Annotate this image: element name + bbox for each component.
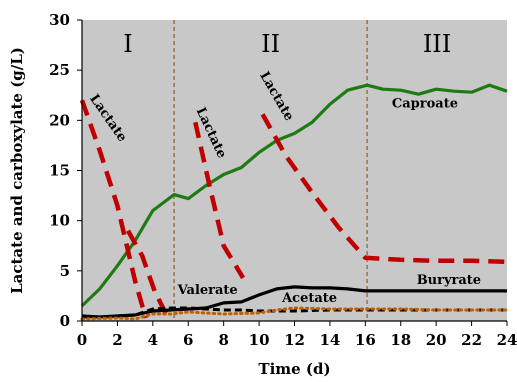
x-tick-label: 6 [183, 331, 193, 349]
y-tick-label: 30 [49, 11, 70, 29]
y-tick-label: 15 [49, 162, 70, 180]
x-tick-label: 0 [77, 331, 87, 349]
lactate-series-line-2 [126, 229, 170, 317]
lactate-series-line-4 [260, 113, 508, 265]
y-axis-title: Lactate and carboxylate (g/L) [8, 47, 26, 294]
x-tick-label: 14 [319, 331, 340, 349]
x-tick-label: 12 [284, 331, 305, 349]
y-tick-label: 20 [49, 111, 70, 129]
y-tick-label: 25 [49, 61, 70, 79]
x-tick-label: 4 [148, 331, 158, 349]
phase-label: I [123, 30, 132, 58]
lactate-series-line-3 [193, 121, 246, 280]
x-tick-label: 18 [390, 331, 411, 349]
lactate-series-line-1 [79, 99, 148, 319]
x-tick-label: 20 [426, 331, 447, 349]
x-tick-label: 8 [218, 331, 228, 349]
x-tick-label: 2 [112, 331, 122, 349]
acetate-series-line [80, 306, 509, 321]
acetate-series-label: Acetate [281, 291, 337, 306]
buryrate-series-label: Buryrate [417, 273, 481, 288]
phase-label: II [261, 30, 280, 58]
caproate-series-label: Caproate [392, 96, 458, 111]
x-axis-title: Time (d) [258, 360, 330, 378]
y-tick-label: 0 [60, 312, 70, 330]
x-tick-label: 24 [497, 331, 517, 349]
valerate-series-label: Valerate [177, 283, 238, 298]
x-tick-label: 22 [461, 331, 482, 349]
y-tick-label: 5 [60, 262, 70, 280]
y-tick-label: 10 [49, 212, 70, 230]
x-tick-label: 10 [249, 331, 270, 349]
phase-label: III [423, 30, 451, 58]
caproate-series-line [80, 83, 508, 308]
x-tick-label: 16 [355, 331, 376, 349]
